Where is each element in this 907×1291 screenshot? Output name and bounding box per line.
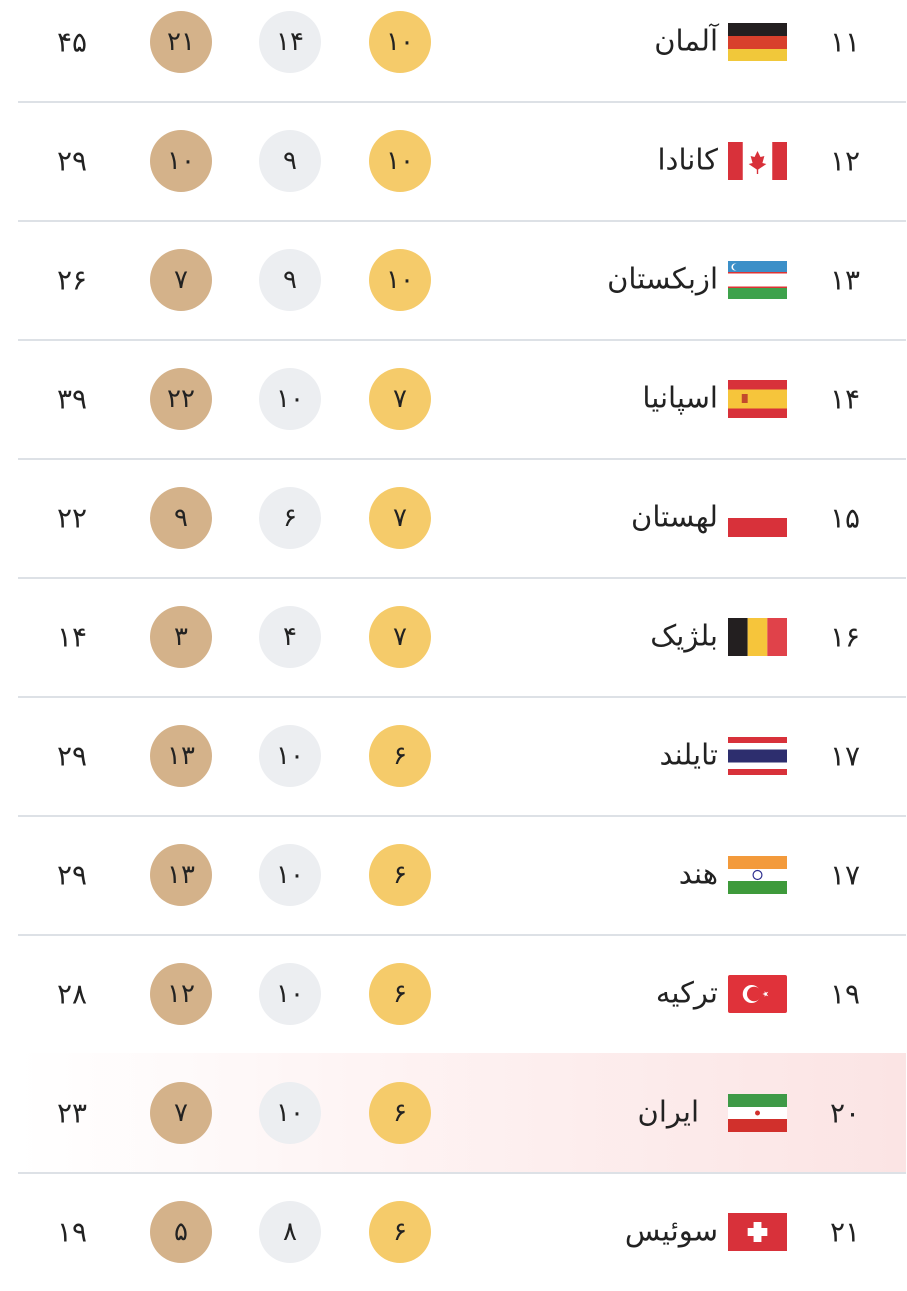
- table-row[interactable]: ۱۲ کانادا ۱۰ ۹ ۱۰ ۲۹: [0, 101, 907, 220]
- belgium-flag-icon: [728, 617, 787, 656]
- bronze-medal-count: ۹: [150, 486, 212, 549]
- bronze-medal-count: ۱۳: [150, 843, 212, 906]
- divider: [18, 577, 906, 579]
- rank: ۱۴: [829, 382, 861, 415]
- country-name: اسپانیا: [642, 380, 718, 415]
- gold-medal-count: ۱۰: [369, 10, 431, 73]
- silver-medal-count: ۱۰: [259, 843, 321, 906]
- silver-medal-count: ۱۰: [259, 724, 321, 787]
- gold-medal-count: ۱۰: [369, 248, 431, 311]
- silver-medal-count: ۹: [259, 129, 321, 192]
- gold-medal-count: ۶: [369, 843, 431, 906]
- bronze-medal-count: ۳: [150, 605, 212, 668]
- silver-medal-count: ۱۰: [259, 962, 321, 1025]
- divider: [18, 220, 906, 222]
- bronze-medal-count: ۷: [150, 248, 212, 311]
- divider: [18, 934, 906, 936]
- country-name: لهستان: [631, 499, 718, 534]
- bronze-medal-count: ۲۱: [150, 10, 212, 73]
- table-row[interactable]: ۱۳ ازبکستان ۱۰ ۹ ۷ ۲۶: [0, 220, 907, 339]
- canada-flag-icon: [728, 141, 787, 180]
- total-medal-count: ۱۴: [56, 620, 88, 653]
- country-name: ترکیه: [655, 975, 718, 1010]
- country-name: آلمان: [654, 23, 718, 58]
- spain-flag-icon: [728, 379, 787, 418]
- gold-medal-count: ۱۰: [369, 129, 431, 192]
- total-medal-count: ۲۹: [56, 144, 88, 177]
- rank: ۲۱: [829, 1215, 861, 1248]
- total-medal-count: ۲۹: [56, 739, 88, 772]
- country-name: تایلند: [659, 737, 718, 772]
- thailand-flag-icon: [728, 736, 787, 775]
- rank: ۱۵: [829, 501, 861, 534]
- uzbekistan-flag-icon: [728, 260, 787, 299]
- poland-flag-icon: [728, 498, 787, 537]
- silver-medal-count: ۴: [259, 605, 321, 668]
- rank: ۱۹: [829, 977, 861, 1010]
- total-medal-count: ۳۹: [56, 382, 88, 415]
- bronze-medal-count: ۱۳: [150, 724, 212, 787]
- country-name: بلژیک: [650, 618, 718, 653]
- table-row[interactable]: ۱۱ آلمان ۱۰ ۱۴ ۲۱ ۴۵: [0, 0, 907, 101]
- silver-medal-count: ۹: [259, 248, 321, 311]
- divider: [18, 101, 906, 103]
- rank: ۲۰: [829, 1096, 861, 1129]
- country-name: کانادا: [657, 142, 718, 177]
- germany-flag-icon: [728, 22, 787, 61]
- divider: [18, 815, 906, 817]
- rank: ۱۱: [829, 25, 861, 58]
- bronze-medal-count: ۱۰: [150, 129, 212, 192]
- country-name: ایران: [637, 1094, 699, 1129]
- gold-medal-count: ۶: [369, 1081, 431, 1144]
- total-medal-count: ۲۹: [56, 858, 88, 891]
- country-name: ازبکستان: [607, 261, 718, 296]
- bronze-medal-count: ۱۲: [150, 962, 212, 1025]
- rank: ۱۷: [829, 858, 861, 891]
- table-row[interactable]: ۲۱ سوئیس ۶ ۸ ۵ ۱۹: [0, 1172, 907, 1291]
- rank: ۱۲: [829, 144, 861, 177]
- bronze-medal-count: ۲۲: [150, 367, 212, 430]
- turkey-flag-icon: [728, 974, 787, 1013]
- table-row[interactable]: ۱۴ اسپانیا ۷ ۱۰ ۲۲ ۳۹: [0, 339, 907, 458]
- table-row[interactable]: ۱۷ هند ۶ ۱۰ ۱۳ ۲۹: [0, 815, 907, 934]
- silver-medal-count: ۸: [259, 1200, 321, 1263]
- divider: [18, 696, 906, 698]
- total-medal-count: ۲۲: [56, 501, 88, 534]
- gold-medal-count: ۶: [369, 1200, 431, 1263]
- total-medal-count: ۲۶: [56, 263, 88, 296]
- gold-medal-count: ۶: [369, 962, 431, 1025]
- divider: [18, 339, 906, 341]
- divider: [18, 458, 906, 460]
- country-name: سوئیس: [624, 1213, 718, 1248]
- silver-medal-count: ۱۴: [259, 10, 321, 73]
- country-name: هند: [678, 856, 718, 891]
- total-medal-count: ۴۵: [56, 25, 88, 58]
- gold-medal-count: ۷: [369, 486, 431, 549]
- gold-medal-count: ۶: [369, 724, 431, 787]
- silver-medal-count: ۶: [259, 486, 321, 549]
- table-row[interactable]: ۱۵ لهستان ۷ ۶ ۹ ۲۲: [0, 458, 907, 577]
- gold-medal-count: ۷: [369, 367, 431, 430]
- divider: [18, 1172, 906, 1174]
- total-medal-count: ۲۳: [56, 1096, 88, 1129]
- table-row[interactable]: ۱۹ ترکیه ۶ ۱۰ ۱۲ ۲۸: [0, 934, 907, 1053]
- total-medal-count: ۲۸: [56, 977, 88, 1010]
- gold-medal-count: ۷: [369, 605, 431, 668]
- table-row[interactable]: ۱۶ بلژیک ۷ ۴ ۳ ۱۴: [0, 577, 907, 696]
- iran-flag-icon: [728, 1093, 787, 1132]
- bronze-medal-count: ۵: [150, 1200, 212, 1263]
- rank: ۱۷: [829, 739, 861, 772]
- total-medal-count: ۱۹: [56, 1215, 88, 1248]
- switzerland-flag-icon: [728, 1212, 787, 1251]
- table-row[interactable]: ۲۰ ایران ۶ ۱۰ ۷ ۲۳: [18, 1053, 906, 1172]
- silver-medal-count: ۱۰: [259, 1081, 321, 1144]
- india-flag-icon: [728, 855, 787, 894]
- rank: ۱۶: [829, 620, 861, 653]
- table-row[interactable]: ۱۷ تایلند ۶ ۱۰ ۱۳ ۲۹: [0, 696, 907, 815]
- bronze-medal-count: ۷: [150, 1081, 212, 1144]
- rank: ۱۳: [829, 263, 861, 296]
- silver-medal-count: ۱۰: [259, 367, 321, 430]
